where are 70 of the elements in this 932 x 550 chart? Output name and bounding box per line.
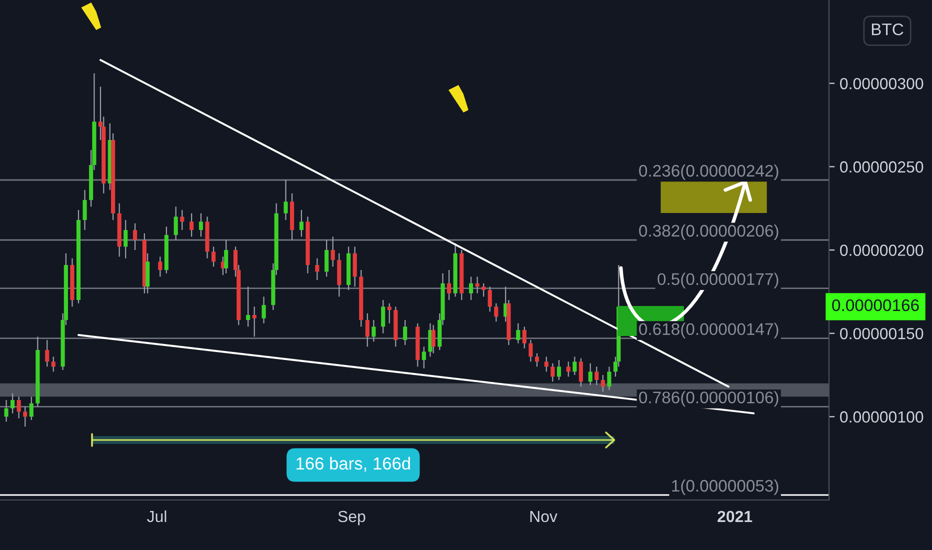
candlestick bbox=[132, 222, 138, 251]
candlestick bbox=[124, 219, 128, 259]
candlestick bbox=[246, 286, 250, 328]
candlestick bbox=[468, 276, 474, 301]
ref-line-label: 0.618(0.00000147) bbox=[639, 322, 778, 338]
candlestick bbox=[252, 306, 256, 338]
candlestick bbox=[365, 312, 370, 348]
x-tick-label: 2021 bbox=[718, 510, 752, 522]
candlestick bbox=[522, 326, 526, 349]
candlestick bbox=[556, 359, 561, 381]
annotation: 166 bars, 166d bbox=[296, 456, 410, 472]
candlestick bbox=[45, 339, 50, 368]
candlestick bbox=[82, 189, 87, 231]
candlestick bbox=[550, 362, 555, 382]
candlestick bbox=[528, 339, 533, 362]
candlestick bbox=[544, 356, 548, 372]
candlestick bbox=[566, 361, 570, 378]
candlestick bbox=[381, 299, 386, 334]
candlestick bbox=[324, 239, 329, 278]
x-tick-label: Jul bbox=[147, 510, 166, 522]
candlestick bbox=[158, 256, 162, 278]
candlestick bbox=[23, 406, 28, 428]
y-tick-label: 0.00000250 bbox=[840, 161, 924, 173]
candlestick bbox=[10, 392, 15, 414]
y-tick-label: 0.00000300 bbox=[840, 78, 924, 90]
ref-line-label: 0.236(0.00000242) bbox=[639, 164, 778, 180]
candlestick bbox=[588, 362, 592, 386]
candlestick bbox=[488, 286, 492, 312]
candlestick bbox=[224, 239, 228, 274]
candlestick bbox=[198, 212, 204, 238]
candlestick bbox=[299, 209, 304, 238]
candlestick bbox=[594, 366, 599, 386]
y-tick-label: 0.00000200 bbox=[840, 244, 924, 256]
candlestick bbox=[431, 324, 436, 354]
candlestick bbox=[174, 206, 178, 241]
ref-line-label: 0.5(0.00000177) bbox=[658, 272, 778, 288]
candlestick bbox=[600, 374, 605, 392]
candlestick bbox=[315, 258, 320, 281]
candlestick bbox=[578, 358, 583, 388]
candlestick bbox=[534, 352, 540, 368]
ref-line-label: 0.786(0.00000106) bbox=[639, 391, 778, 407]
candlestick bbox=[29, 396, 34, 421]
text: BTC bbox=[872, 23, 904, 36]
candlestick bbox=[422, 346, 426, 369]
y-tick-label: 0.00000100 bbox=[840, 411, 924, 423]
x-tick-label: Nov bbox=[530, 511, 558, 522]
candlestick bbox=[387, 302, 392, 324]
candlestick bbox=[482, 282, 486, 298]
x-tick-label: Sep bbox=[338, 510, 366, 526]
candlestick bbox=[516, 322, 520, 344]
candlestick bbox=[16, 396, 21, 419]
candlestick bbox=[447, 269, 452, 301]
candlestick bbox=[262, 296, 266, 324]
candlestick bbox=[372, 319, 376, 342]
candlestick bbox=[607, 366, 612, 391]
candlestick bbox=[403, 319, 408, 346]
candlestick bbox=[284, 179, 288, 221]
candlestick bbox=[190, 212, 194, 238]
candlestick bbox=[352, 246, 357, 288]
candlestick bbox=[180, 209, 184, 231]
candlestick bbox=[51, 356, 56, 372]
candlestick bbox=[330, 236, 335, 268]
text: 0.00000166 bbox=[832, 299, 919, 312]
candlestick bbox=[4, 399, 8, 422]
candlestick bbox=[494, 302, 498, 322]
candlestick bbox=[211, 246, 216, 268]
ref-line-label: 0.382(0.00000206) bbox=[639, 224, 778, 240]
ref-line-label: 1(0.00000053) bbox=[672, 479, 778, 495]
candlestick bbox=[572, 356, 577, 376]
y-tick-label: 0.00000150 bbox=[840, 328, 924, 340]
